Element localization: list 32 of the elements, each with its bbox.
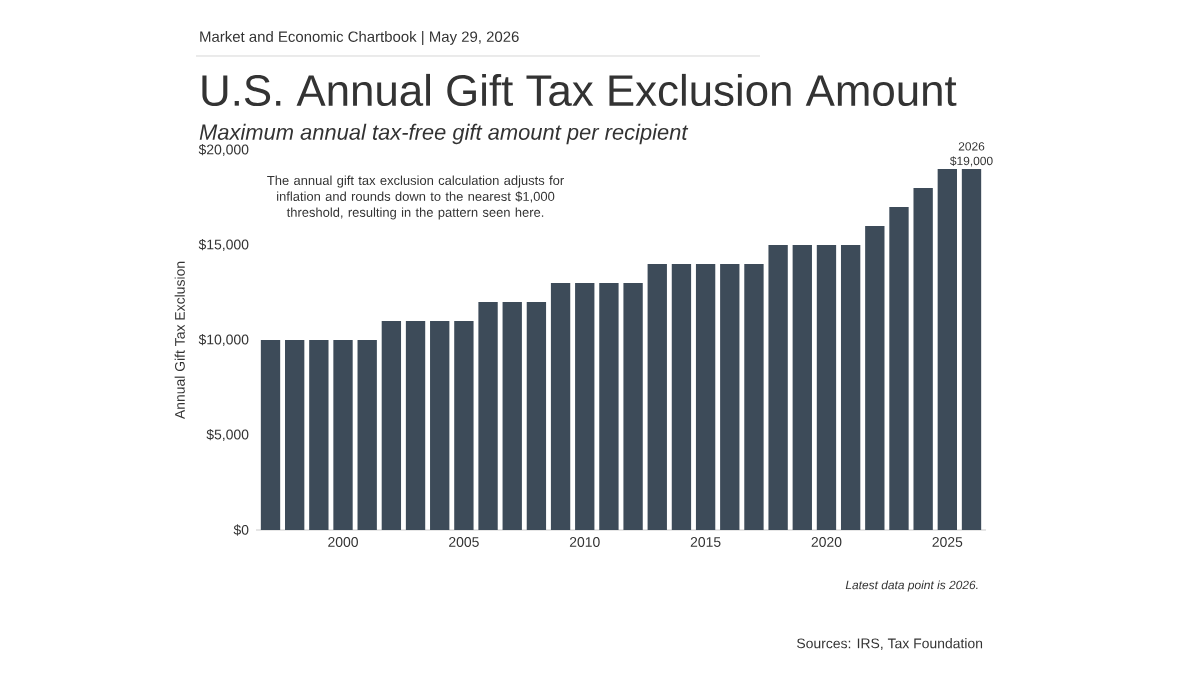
chart-subtitle: Maximum annual tax-free gift amount per recipient: [199, 123, 689, 145]
bar: [333, 340, 353, 530]
bar: [454, 321, 474, 530]
bar: [550, 283, 571, 530]
chart-title: U.S. Annual Gift Tax Exclusion Amount: [202, 73, 957, 107]
bar: [937, 169, 957, 530]
bar: [599, 283, 619, 530]
bar: [720, 264, 740, 530]
bar: [526, 302, 547, 530]
bar: [961, 169, 982, 530]
bar: [357, 340, 377, 530]
bar: [381, 321, 402, 530]
bar: [478, 302, 498, 530]
bar: [816, 245, 837, 530]
bar: [840, 245, 861, 530]
bar: [502, 302, 522, 530]
bar: [768, 245, 788, 530]
bar: [744, 264, 764, 530]
bar: [309, 340, 329, 530]
bar: [623, 283, 643, 530]
bar: [430, 321, 450, 530]
bar: [865, 226, 885, 530]
bar: [792, 245, 812, 530]
bar: [889, 207, 909, 530]
bar: [285, 340, 305, 530]
bar: [260, 340, 281, 530]
bar: [913, 188, 933, 530]
bar: [695, 264, 716, 530]
bar: [405, 321, 426, 530]
bar: [671, 264, 692, 530]
bar: [575, 283, 595, 530]
bar: [647, 264, 667, 530]
